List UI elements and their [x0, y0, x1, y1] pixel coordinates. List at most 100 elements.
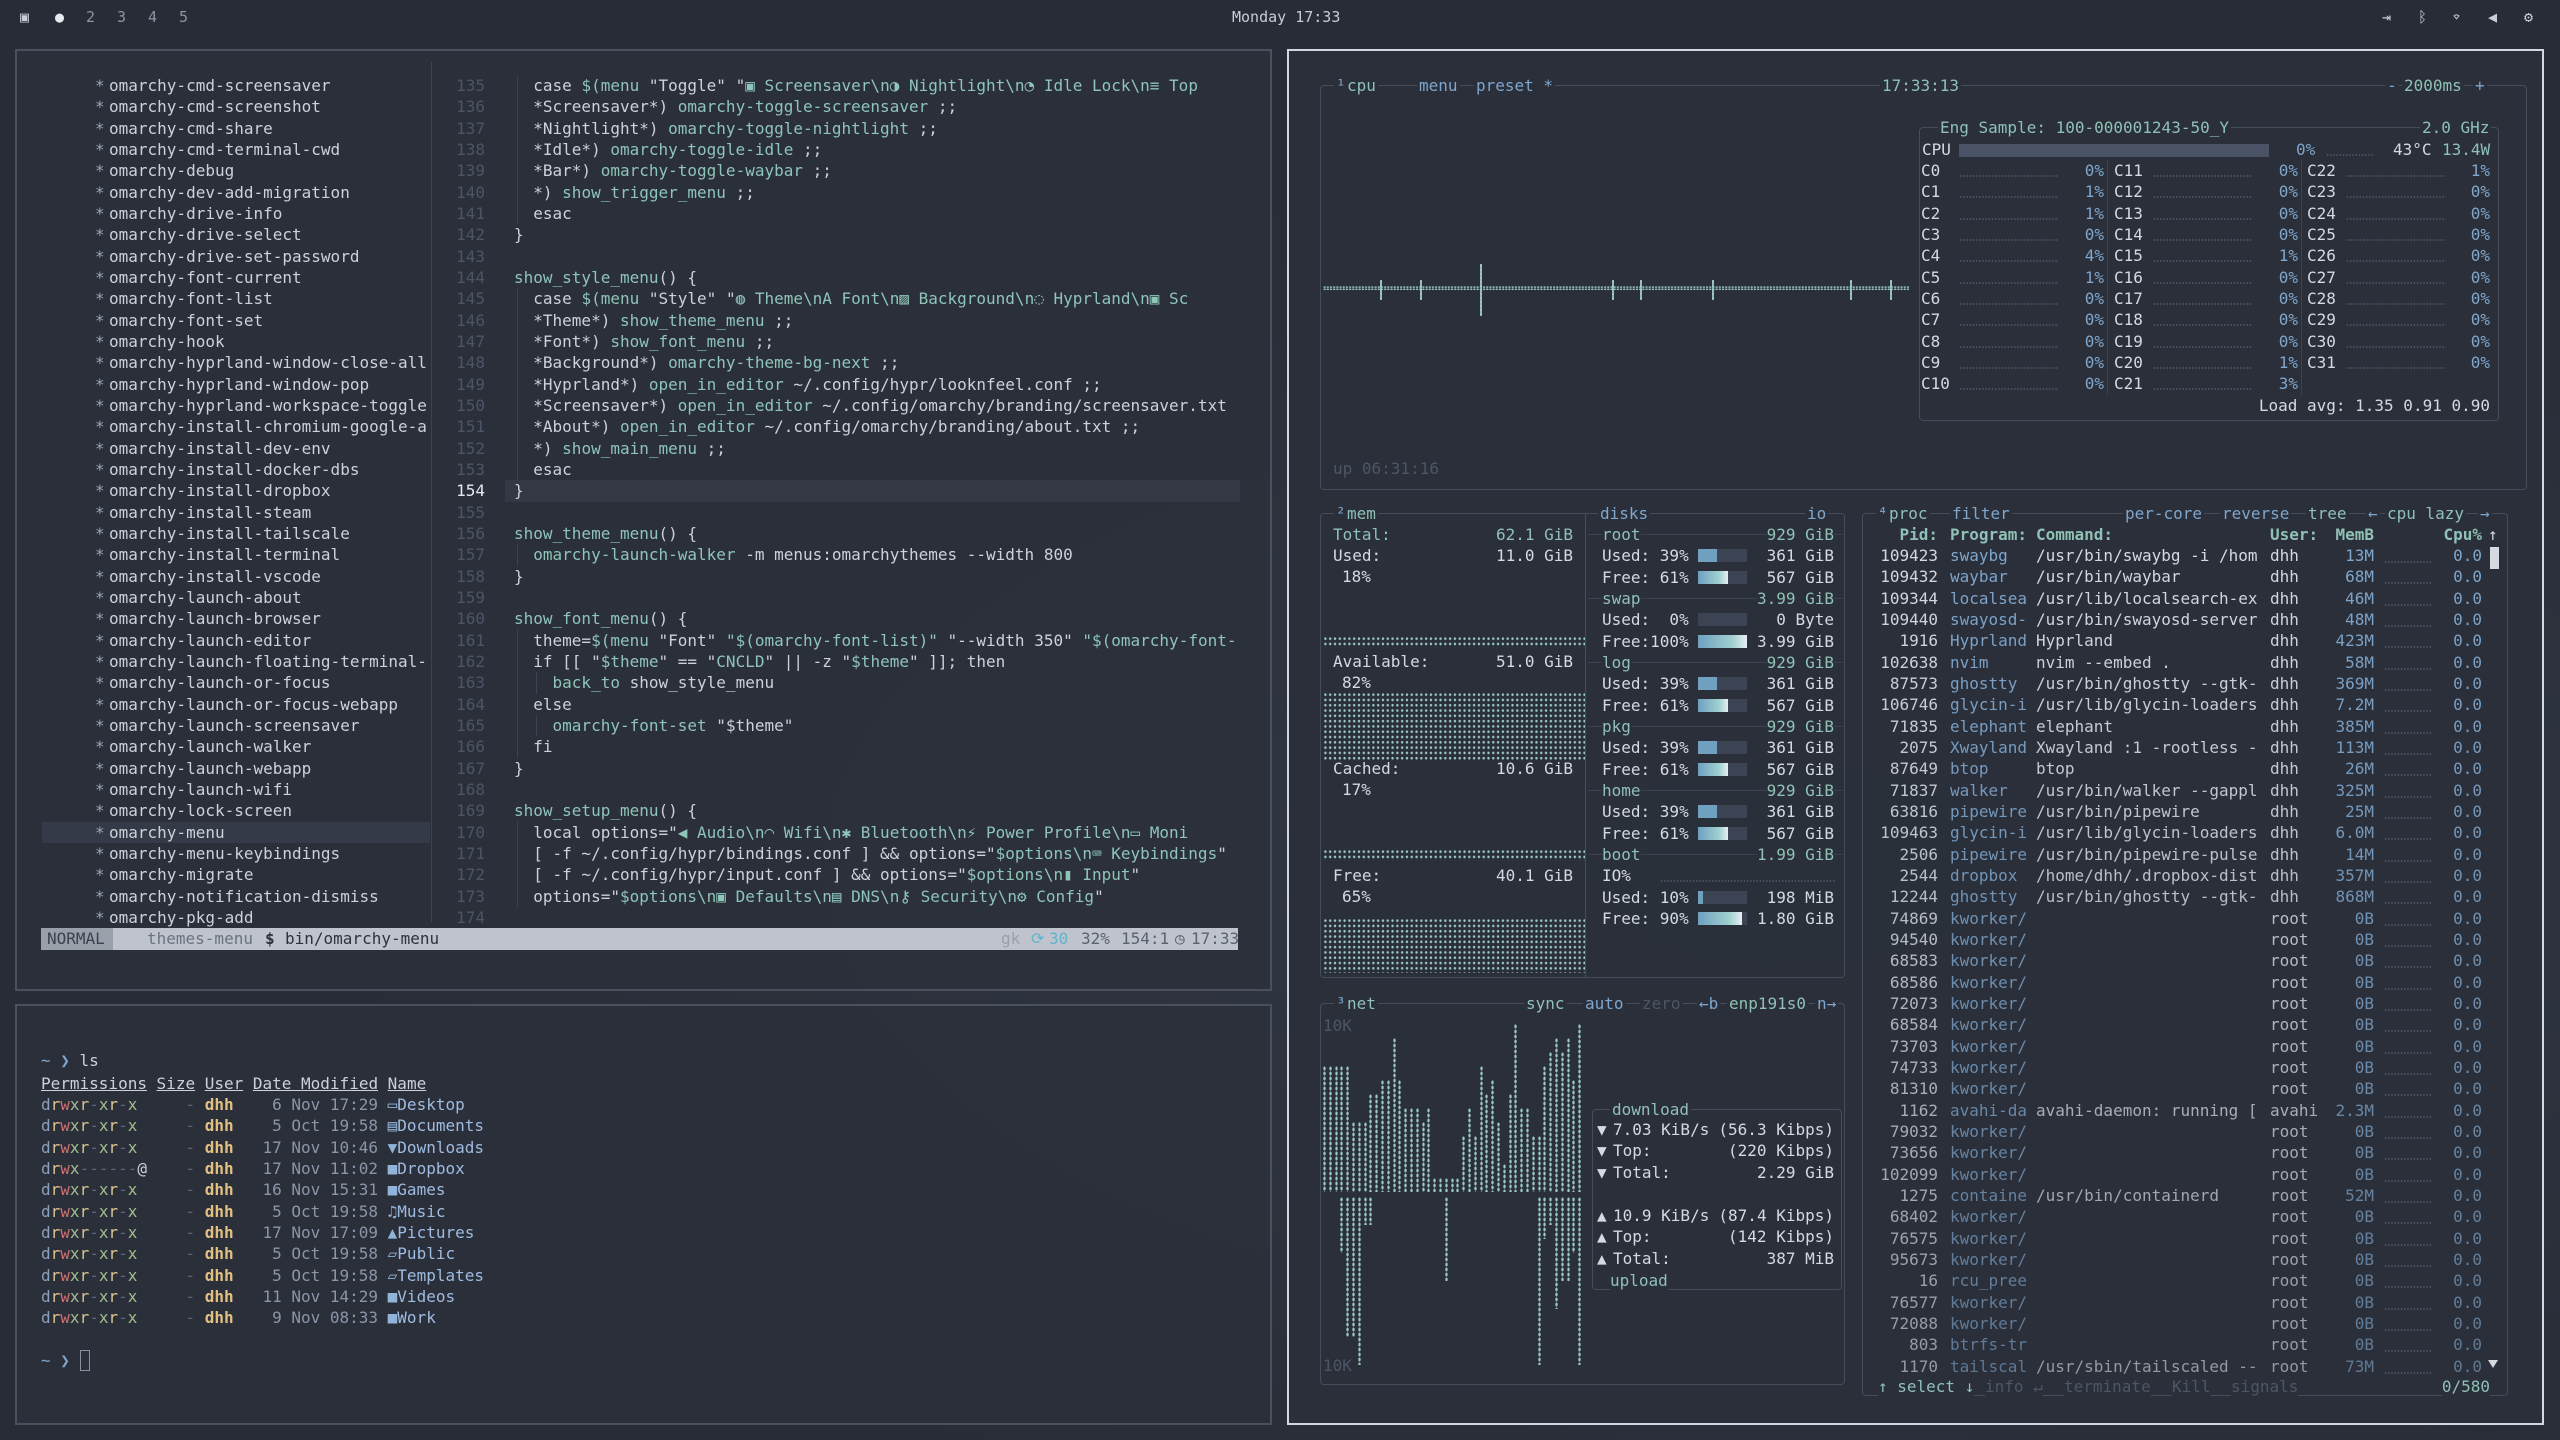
- proc-user[interactable]: root: [2270, 951, 2309, 971]
- proc-cpu[interactable]: 0.0: [2453, 780, 2482, 800]
- interval-decrease[interactable]: -: [2385, 75, 2399, 96]
- proc-pid[interactable]: 68584: [1889, 1015, 1938, 1035]
- workspace-2[interactable]: 2: [86, 8, 96, 26]
- proc-mem[interactable]: 113M: [2335, 737, 2374, 757]
- proc-program[interactable]: kworker/: [1950, 1292, 2028, 1312]
- proc-pid[interactable]: 1916: [1899, 631, 1938, 651]
- proc-pid[interactable]: 68402: [1889, 1207, 1938, 1227]
- proc-program[interactable]: waybar: [1950, 567, 2008, 587]
- proc-cpu[interactable]: 0.0: [2453, 887, 2482, 907]
- proc-program[interactable]: kworker/: [1950, 1143, 2028, 1163]
- proc-mem[interactable]: 385M: [2335, 716, 2374, 736]
- proc-program[interactable]: kworker/: [1950, 951, 2028, 971]
- proc-mem[interactable]: 0B: [2354, 1079, 2374, 1099]
- proc-cpu[interactable]: 0.0: [2453, 929, 2482, 949]
- logout-icon[interactable]: ⇥: [2382, 8, 2392, 26]
- proc-pid[interactable]: 1170: [1899, 1356, 1938, 1376]
- proc-scrollbar-thumb[interactable]: [2490, 547, 2499, 569]
- proc-pid[interactable]: 74869: [1889, 908, 1938, 928]
- file-tree-item[interactable]: omarchy-launch-or-focus: [109, 673, 331, 693]
- workspace-4[interactable]: 4: [148, 8, 158, 26]
- app-grid-icon[interactable]: ▣: [20, 8, 30, 26]
- proc-mem[interactable]: 7.2M: [2335, 695, 2374, 715]
- proc-command[interactable]: /usr/bin/waybar: [2036, 567, 2181, 587]
- file-tree-item[interactable]: omarchy-cmd-terminal-cwd: [109, 139, 341, 159]
- proc-mem[interactable]: 0B: [2354, 993, 2374, 1013]
- proc-program[interactable]: kworker/: [1950, 1313, 2028, 1333]
- file-tree-item[interactable]: omarchy-launch-or-focus-webapp: [109, 694, 398, 714]
- scroll-down-icon[interactable]: [2488, 1360, 2498, 1368]
- proc-mem[interactable]: 0B: [2354, 1164, 2374, 1184]
- terminal-window[interactable]: [15, 1004, 1272, 1425]
- file-tree-item[interactable]: omarchy-install-terminal: [109, 545, 341, 565]
- net-title[interactable]: net: [1345, 993, 1378, 1014]
- proc-mem[interactable]: 0B: [2354, 972, 2374, 992]
- proc-cpu[interactable]: 0.0: [2453, 1121, 2482, 1141]
- proc-mem[interactable]: 868M: [2335, 887, 2374, 907]
- file-name[interactable]: Pictures: [397, 1222, 475, 1242]
- proc-cpu[interactable]: 0.0: [2453, 1292, 2482, 1312]
- cpu-header[interactable]: Cpu%: [2443, 525, 2482, 544]
- proc-pid[interactable]: 803: [1909, 1335, 1938, 1355]
- proc-pid[interactable]: 109344: [1880, 588, 1938, 608]
- file-tree-item[interactable]: omarchy-launch-editor: [109, 630, 312, 650]
- tree-toggle[interactable]: tree: [2306, 503, 2349, 524]
- proc-program[interactable]: kworker/: [1950, 1036, 2028, 1056]
- proc-pid[interactable]: 73703: [1889, 1036, 1938, 1056]
- proc-mem[interactable]: 0B: [2354, 1036, 2374, 1056]
- proc-user[interactable]: root: [2270, 1207, 2309, 1227]
- proc-pid[interactable]: 1162: [1899, 1100, 1938, 1120]
- command-header[interactable]: Command:: [2036, 525, 2114, 544]
- file-tree-item[interactable]: omarchy-font-current: [109, 267, 302, 287]
- proc-user[interactable]: dhh: [2270, 780, 2299, 800]
- proc-cpu[interactable]: 0.0: [2453, 567, 2482, 587]
- proc-pid[interactable]: 73656: [1889, 1143, 1938, 1163]
- file-tree-item[interactable]: omarchy-install-tailscale: [109, 523, 350, 543]
- file-tree-item[interactable]: omarchy-launch-walker: [109, 737, 312, 757]
- mem-header[interactable]: MemB: [2335, 525, 2374, 544]
- file-tree-item[interactable]: omarchy-hyprland-window-pop: [109, 374, 370, 394]
- proc-program[interactable]: ghostty: [1950, 673, 2018, 693]
- proc-user[interactable]: dhh: [2270, 695, 2299, 715]
- proc-user[interactable]: dhh: [2270, 865, 2299, 885]
- proc-user[interactable]: root: [2270, 1015, 2309, 1035]
- file-tree-item[interactable]: omarchy-launch-about: [109, 587, 302, 607]
- proc-cpu[interactable]: 0.0: [2453, 652, 2482, 672]
- proc-command[interactable]: /usr/bin/ghostty --gtk-: [2036, 887, 2258, 907]
- proc-program[interactable]: dropbox: [1950, 865, 2018, 885]
- proc-user[interactable]: root: [2270, 1313, 2309, 1333]
- workspace-5[interactable]: 5: [179, 8, 189, 26]
- proc-pid[interactable]: 109463: [1880, 823, 1938, 843]
- proc-mem[interactable]: 325M: [2335, 780, 2374, 800]
- file-tree-item[interactable]: omarchy-install-vscode: [109, 566, 321, 586]
- file-tree-item[interactable]: omarchy-drive-set-password: [109, 246, 360, 266]
- file-name[interactable]: Desktop: [397, 1095, 465, 1114]
- proc-mem[interactable]: 369M: [2335, 673, 2374, 693]
- proc-program[interactable]: kworker/: [1950, 1207, 2028, 1227]
- file-name[interactable]: Public: [397, 1244, 456, 1264]
- file-name[interactable]: Downloads: [397, 1137, 484, 1157]
- proc-user[interactable]: dhh: [2270, 673, 2299, 693]
- proc-program[interactable]: kworker/: [1950, 1121, 2028, 1141]
- proc-program[interactable]: localsea: [1950, 588, 2028, 608]
- proc-program[interactable]: kworker/: [1950, 993, 2028, 1013]
- proc-command[interactable]: /usr/bin/walker --gappl: [2036, 780, 2258, 800]
- proc-command[interactable]: /usr/lib/localsearch-ex: [2036, 588, 2258, 608]
- proc-program[interactable]: swaybg: [1950, 546, 2008, 565]
- file-tree-item[interactable]: omarchy-notification-dismiss: [109, 886, 379, 906]
- proc-pid[interactable]: 79032: [1889, 1121, 1938, 1141]
- proc-pid[interactable]: 95673: [1889, 1249, 1938, 1269]
- proc-program[interactable]: kworker/: [1950, 929, 2028, 949]
- proc-program[interactable]: avahi-da: [1950, 1100, 2028, 1120]
- proc-mem[interactable]: 0B: [2354, 1271, 2374, 1291]
- proc-cpu[interactable]: 0.0: [2453, 1356, 2482, 1376]
- proc-mem[interactable]: 357M: [2335, 865, 2374, 885]
- proc-cpu[interactable]: 0.0: [2453, 1164, 2482, 1184]
- proc-cpu[interactable]: 0.0: [2453, 1100, 2482, 1120]
- proc-user[interactable]: root: [2270, 1057, 2309, 1077]
- file-name[interactable]: Videos: [397, 1286, 456, 1306]
- sort-field[interactable]: cpu lazy: [2385, 503, 2467, 524]
- file-tree-item[interactable]: omarchy-debug: [109, 161, 235, 181]
- workspace-1[interactable]: ●: [55, 8, 65, 26]
- sort-prev[interactable]: ←: [2366, 503, 2380, 524]
